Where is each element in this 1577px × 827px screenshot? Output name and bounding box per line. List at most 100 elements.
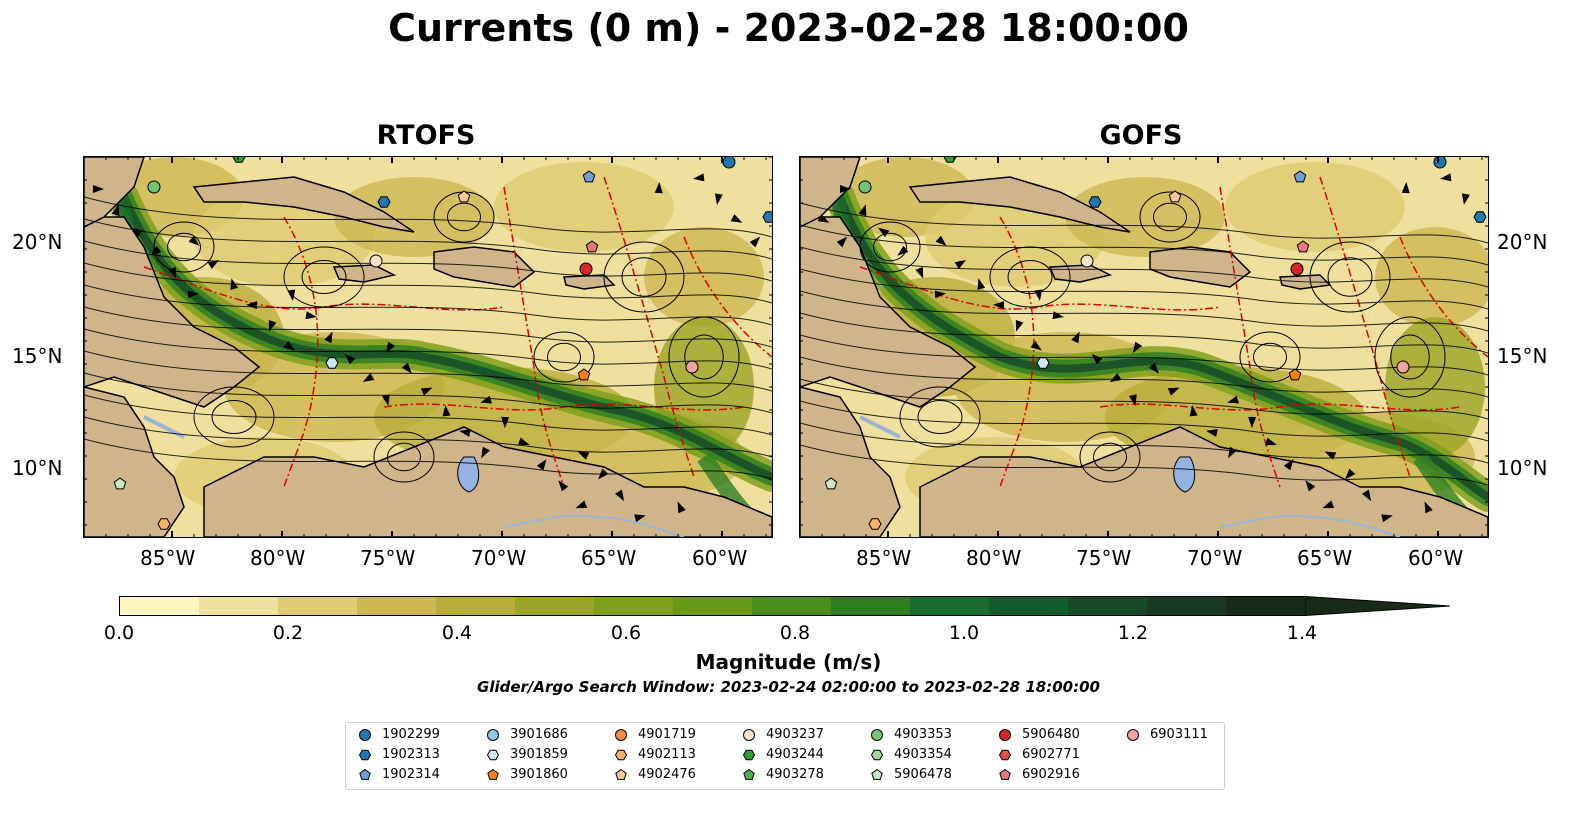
colorbar-segment — [673, 597, 752, 615]
hexagon-marker-icon — [998, 749, 1012, 760]
legend-item: 3901686 — [486, 727, 568, 742]
lon-tick-75w-left: 75°W — [360, 546, 416, 570]
colorbar-segment — [515, 597, 594, 615]
legend-item: 4901719 — [614, 727, 696, 742]
pentagon-marker-icon — [615, 768, 627, 780]
legend-item: 1902299 — [358, 727, 440, 742]
lon-tick-80w-right: 80°W — [966, 546, 1022, 570]
legend-item: 1902313 — [358, 747, 440, 762]
float-legend: 1902299 1902313 1902314 3901686 3901859 39018… — [345, 722, 1225, 790]
float-marker — [157, 518, 171, 530]
float-marker — [858, 180, 872, 194]
rtofs-map — [83, 156, 773, 538]
colorbar-segment — [357, 597, 436, 615]
float-marker — [457, 190, 471, 203]
float-marker — [722, 157, 736, 169]
lat-tick-15n-left: 15°N — [12, 344, 63, 368]
float-marker — [1168, 190, 1182, 203]
search-window-caption: Glider/Argo Search Window: 2023-02-24 02… — [477, 678, 1100, 696]
colorbar-segment — [278, 597, 357, 615]
hexagon-marker-icon — [614, 749, 628, 760]
float-marker — [1036, 357, 1050, 369]
float-marker — [868, 518, 882, 530]
colorbar-segment — [199, 597, 278, 615]
map-canvas — [800, 157, 1488, 537]
map-canvas — [84, 157, 772, 537]
legend-label: 6902771 — [1022, 747, 1080, 762]
panel-title-gofs: GOFS — [1099, 120, 1183, 151]
legend-item: 3901859 — [486, 747, 568, 762]
float-marker — [685, 360, 699, 374]
float-marker — [824, 477, 838, 490]
colorbar-tick: 1.4 — [1286, 622, 1318, 644]
legend-item: 4902476 — [614, 767, 696, 782]
figure-title: Currents (0 m) - 2023-02-28 18:00:00 — [388, 6, 1189, 50]
legend-label: 3901860 — [510, 767, 568, 782]
legend-item: 6902916 — [998, 767, 1080, 782]
legend-label: 4902113 — [638, 747, 696, 762]
legend-item: 4902113 — [614, 747, 696, 762]
pentagon-marker-icon — [743, 768, 755, 780]
legend-label: 6903111 — [1150, 727, 1208, 742]
lon-tick-85w-right: 85°W — [856, 546, 912, 570]
lon-tick-60w-left: 60°W — [692, 546, 748, 570]
lon-tick-65w-left: 65°W — [581, 546, 637, 570]
lon-tick-70w-right: 70°W — [1187, 546, 1243, 570]
legend-label: 1902313 — [382, 747, 440, 762]
lon-tick-70w-left: 70°W — [471, 546, 527, 570]
circle-marker-icon — [743, 728, 755, 741]
lon-tick-60w-right: 60°W — [1408, 546, 1464, 570]
colorbar-segment — [1068, 597, 1147, 615]
colorbar-segment — [752, 597, 831, 615]
lat-tick-20n-right: 20°N — [1497, 230, 1548, 254]
legend-label: 5906478 — [894, 767, 952, 782]
hexagon-marker-icon — [870, 749, 884, 760]
float-marker — [1080, 254, 1094, 268]
float-marker — [369, 254, 383, 268]
colorbar-tick: 0.0 — [103, 622, 135, 644]
colorbar-segment — [120, 597, 199, 615]
float-marker — [1433, 157, 1447, 169]
colorbar-segment — [1147, 597, 1226, 615]
legend-label: 3901686 — [510, 727, 568, 742]
legend-item: 5906478 — [870, 767, 952, 782]
colorbar-tick: 0.4 — [441, 622, 473, 644]
colorbar-tick: 0.2 — [272, 622, 304, 644]
legend-item: 4903237 — [742, 727, 824, 742]
pentagon-marker-icon — [487, 768, 499, 780]
legend-label: 4902476 — [638, 767, 696, 782]
legend-label: 1902299 — [382, 727, 440, 742]
float-marker — [1396, 360, 1410, 374]
float-marker — [1290, 262, 1304, 276]
legend-item: 4903244 — [742, 747, 824, 762]
legend-label: 4903354 — [894, 747, 952, 762]
legend-label: 4901719 — [638, 727, 696, 742]
pentagon-marker-icon — [999, 768, 1011, 780]
circle-marker-icon — [871, 728, 883, 741]
float-marker — [943, 157, 957, 163]
legend-label: 4903278 — [766, 767, 824, 782]
lon-tick-65w-right: 65°W — [1297, 546, 1353, 570]
legend-item: 3901860 — [486, 767, 568, 782]
float-marker — [1288, 368, 1302, 381]
legend-label: 6902916 — [1022, 767, 1080, 782]
circle-marker-icon — [615, 728, 627, 741]
float-marker — [1293, 170, 1307, 183]
legend-label: 4903244 — [766, 747, 824, 762]
hexagon-marker-icon — [742, 749, 756, 760]
legend-item: 6902771 — [998, 747, 1080, 762]
legend-label: 1902314 — [382, 767, 440, 782]
panel-title-rtofs: RTOFS — [376, 120, 476, 151]
hexagon-marker-icon — [486, 749, 500, 760]
colorbar-segment — [989, 597, 1068, 615]
legend-item: 5906480 — [998, 727, 1080, 742]
legend-label: 4903353 — [894, 727, 952, 742]
circle-marker-icon — [359, 728, 371, 741]
lat-tick-15n-right: 15°N — [1497, 344, 1548, 368]
lon-tick-75w-right: 75°W — [1076, 546, 1132, 570]
colorbar-tick: 1.0 — [948, 622, 980, 644]
float-marker — [113, 477, 127, 490]
float-marker — [147, 180, 161, 194]
float-marker — [585, 240, 599, 253]
legend-label: 3901859 — [510, 747, 568, 762]
